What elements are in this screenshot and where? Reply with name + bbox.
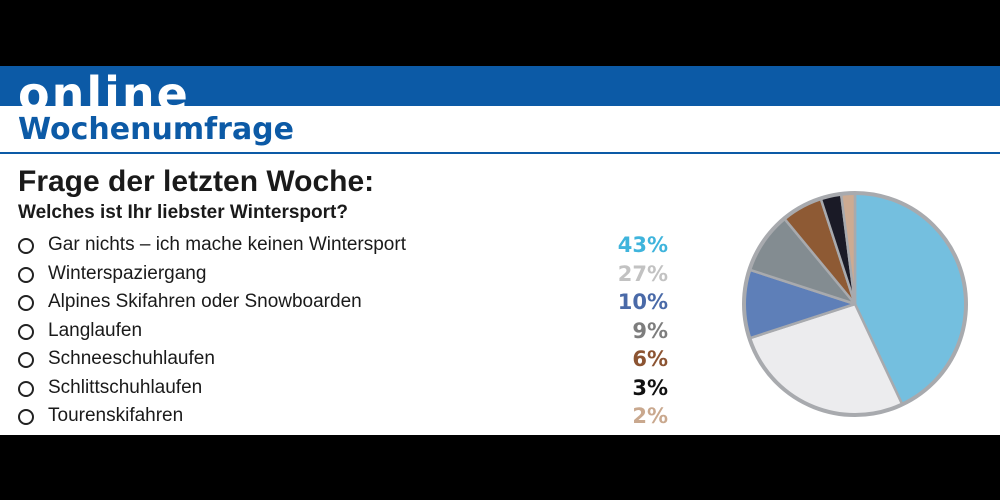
pie-chart (742, 191, 968, 417)
answer-percent: 43% (617, 233, 668, 257)
answer-percent: 3% (632, 375, 668, 400)
answer-item[interactable]: Schneeschuhlaufen 6% (18, 346, 668, 374)
radio-icon[interactable] (18, 409, 34, 425)
header-divider (0, 152, 1000, 154)
answer-percent: 9% (632, 318, 668, 343)
radio-icon[interactable] (18, 266, 34, 283)
answer-percent: 2% (632, 404, 668, 428)
answer-percent: 27% (617, 261, 668, 286)
radio-icon[interactable] (18, 380, 34, 397)
answer-item[interactable]: Alpines Skifahren oder Snowboarden 10% (18, 289, 668, 317)
pie-outline (742, 191, 968, 417)
poll-heading: Frage der letzten Woche: (18, 165, 375, 198)
answer-item[interactable]: Tourenskifahren 2% (18, 403, 668, 431)
answer-item[interactable]: Gar nichts – ich mache keinen Winterspor… (18, 232, 668, 260)
radio-icon[interactable] (18, 238, 34, 254)
answer-percent: 6% (632, 347, 668, 371)
brand-title: online (18, 67, 190, 106)
answer-item[interactable]: Schlittschuhlaufen 3% (18, 375, 668, 403)
radio-icon[interactable] (18, 323, 34, 340)
poll-question: Welches ist Ihr liebster Wintersport? (18, 202, 348, 223)
answer-label: Schlittschuhlaufen (48, 376, 203, 398)
header-bar: online (0, 66, 1000, 106)
answer-label: Alpines Skifahren oder Snowboarden (48, 291, 362, 312)
answer-percent: 10% (617, 290, 668, 314)
section-title: Wochenumfrage (18, 112, 295, 147)
answer-item[interactable]: Winterspaziergang 27% (18, 261, 668, 289)
answer-label: Winterspaziergang (48, 262, 207, 284)
radio-icon[interactable] (18, 295, 34, 311)
radio-icon[interactable] (18, 352, 34, 368)
answer-label: Tourenskifahren (48, 405, 184, 426)
poll-panel: online Wochenumfrage Frage der letzten W… (0, 66, 1000, 435)
answer-label: Schneeschuhlaufen (48, 348, 215, 369)
answer-label: Gar nichts – ich mache keinen Winterspor… (48, 234, 406, 255)
answer-item[interactable]: Langlaufen 9% (18, 318, 668, 346)
answer-label: Langlaufen (48, 319, 143, 341)
